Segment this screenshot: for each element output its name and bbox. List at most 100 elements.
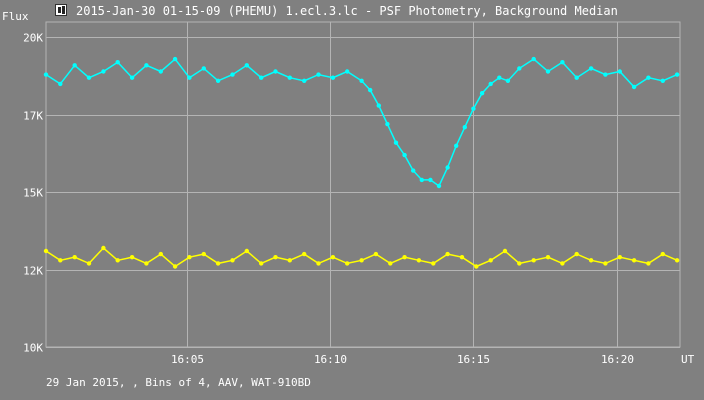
data-point — [560, 60, 565, 65]
data-point — [631, 84, 637, 90]
x-tick-label: 16:10 — [314, 353, 347, 366]
data-point — [187, 75, 192, 80]
series-comparison — [43, 245, 680, 269]
series-line — [45, 246, 678, 268]
data-point — [471, 106, 476, 111]
data-point — [393, 140, 399, 145]
chart-series-layer — [43, 56, 680, 269]
data-point — [172, 264, 178, 269]
data-point — [416, 258, 422, 263]
data-point — [72, 255, 77, 260]
data-point — [660, 78, 665, 84]
data-point — [230, 72, 235, 77]
data-point — [603, 72, 608, 77]
data-point — [43, 72, 49, 77]
lightcurve-app-icon[interactable] — [55, 4, 67, 16]
window-title: 2015-Jan-30 01-15-09 (PHEMU) 1.ecl.3.lc … — [76, 4, 618, 18]
data-point — [330, 75, 336, 80]
data-point — [574, 251, 579, 257]
series-target — [43, 56, 680, 189]
data-point — [129, 255, 135, 260]
data-point — [215, 78, 221, 84]
data-point — [646, 261, 651, 266]
data-point — [215, 261, 221, 266]
data-point — [158, 69, 163, 74]
data-point — [259, 75, 264, 80]
x-tick-label: 16:20 — [601, 353, 634, 366]
data-point — [517, 261, 522, 266]
data-point — [316, 261, 321, 266]
data-point — [58, 81, 63, 87]
data-point — [497, 75, 502, 80]
data-point — [545, 255, 551, 260]
data-point — [43, 248, 49, 254]
data-point — [459, 255, 465, 260]
y-tick-label: 12K — [23, 265, 43, 278]
title-bar: 2015-Jan-30 01-15-09 (PHEMU) 1.ecl.3.lc … — [0, 0, 704, 22]
data-point — [330, 255, 336, 260]
data-point — [101, 69, 106, 74]
data-point — [402, 152, 407, 158]
data-point — [436, 183, 442, 189]
data-point — [72, 63, 77, 68]
data-point — [115, 258, 120, 263]
data-point — [488, 81, 493, 87]
data-point — [115, 60, 120, 65]
data-point — [187, 255, 192, 260]
data-point — [244, 248, 249, 254]
data-point — [230, 258, 235, 263]
data-point — [302, 78, 307, 84]
data-point — [376, 103, 381, 108]
data-point — [674, 258, 680, 263]
data-point — [588, 258, 594, 263]
x-tick-label: 16:15 — [457, 353, 490, 366]
data-point — [129, 75, 135, 80]
data-point — [144, 261, 149, 266]
data-point — [86, 261, 92, 266]
chart-axes: 10K 12K 15K 17K 20K 16:05 16:10 16:15 16:20 Flux U… — [2, 10, 695, 366]
data-point — [660, 251, 665, 257]
data-point — [273, 69, 278, 74]
y-axis-label: Flux — [2, 10, 29, 23]
data-point — [58, 258, 63, 263]
data-point — [385, 121, 390, 127]
data-point — [531, 258, 536, 263]
data-point — [419, 177, 424, 183]
data-point — [345, 69, 350, 74]
y-tick-label: 10K — [23, 342, 43, 355]
data-point — [388, 261, 393, 266]
data-point — [646, 75, 651, 80]
data-point — [560, 261, 565, 266]
data-point — [574, 75, 579, 80]
data-point — [368, 87, 373, 93]
data-point — [531, 56, 536, 62]
data-point — [101, 245, 106, 251]
y-tick-label: 15K — [23, 187, 43, 200]
data-point — [373, 251, 379, 257]
x-tick-label: 16:05 — [171, 353, 204, 366]
data-point — [588, 66, 594, 71]
data-point — [158, 251, 163, 257]
data-point — [479, 91, 485, 96]
data-point — [631, 258, 637, 263]
data-point — [359, 78, 364, 84]
y-tick-label: 17K — [23, 110, 43, 123]
data-point — [259, 261, 264, 266]
data-point — [445, 251, 450, 257]
data-point — [411, 168, 416, 173]
data-point — [302, 251, 307, 257]
data-point — [474, 264, 479, 269]
data-point — [172, 56, 178, 62]
y-tick-label: 20K — [23, 32, 43, 45]
data-point — [617, 255, 622, 260]
data-point — [244, 63, 249, 68]
data-point — [488, 258, 493, 263]
data-point — [674, 72, 680, 77]
data-point — [402, 255, 407, 260]
data-point — [287, 258, 292, 263]
series-line — [45, 58, 678, 188]
data-point — [287, 75, 292, 80]
data-point — [345, 261, 350, 266]
data-point — [273, 255, 278, 260]
data-point — [445, 165, 450, 170]
